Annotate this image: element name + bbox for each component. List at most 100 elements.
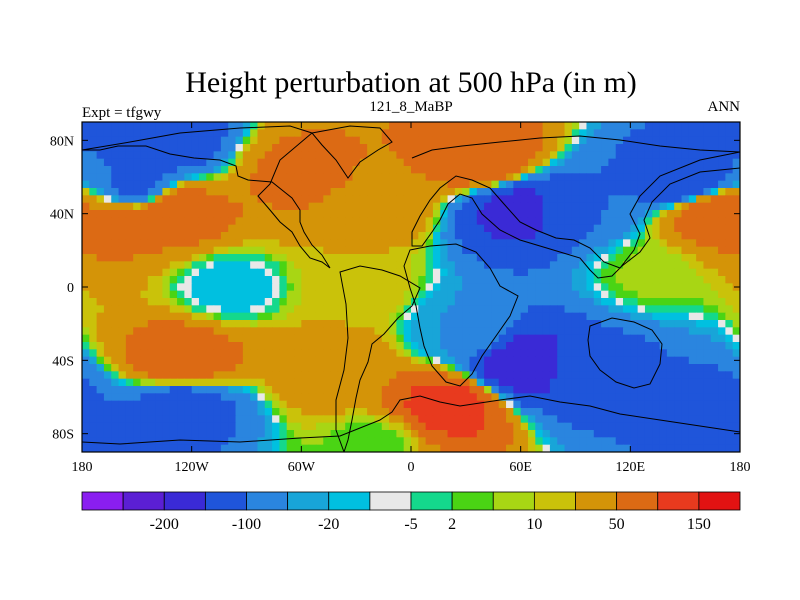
field-cell	[352, 217, 361, 226]
field-cell	[425, 444, 434, 452]
field-cell	[498, 158, 507, 167]
field-cell	[586, 129, 595, 138]
field-cell	[169, 232, 178, 240]
field-cell	[564, 195, 573, 204]
field-cell	[432, 246, 441, 255]
field-cell	[732, 166, 740, 174]
field-cell	[579, 129, 588, 138]
field-cell	[184, 378, 193, 387]
field-cell	[549, 129, 558, 138]
field-cell	[469, 290, 478, 299]
field-cell	[557, 122, 566, 130]
field-cell	[513, 444, 522, 452]
field-cell	[330, 437, 339, 446]
field-cell	[242, 327, 251, 336]
field-cell	[637, 393, 646, 402]
field-cell	[491, 246, 500, 255]
field-cell	[432, 202, 441, 211]
field-cell	[403, 422, 412, 431]
field-cell	[681, 217, 690, 226]
field-cell	[454, 356, 463, 365]
field-cell	[89, 400, 98, 409]
field-cell	[710, 261, 719, 270]
field-cell	[586, 158, 595, 167]
field-cell	[527, 136, 536, 145]
field-cell	[520, 283, 529, 292]
field-cell	[162, 290, 171, 299]
field-cell	[630, 166, 639, 174]
field-cell	[732, 122, 740, 130]
field-cell	[235, 364, 244, 372]
field-cell	[96, 298, 105, 306]
field-cell	[586, 415, 595, 424]
field-cell	[257, 342, 266, 350]
field-cell	[162, 158, 171, 167]
field-cell	[571, 371, 580, 380]
field-cell	[140, 312, 149, 321]
field-cell	[623, 283, 631, 292]
field-cell	[440, 195, 449, 204]
field-cell	[228, 180, 237, 189]
field-cell	[133, 320, 142, 328]
field-cell	[520, 364, 529, 372]
field-cell	[213, 224, 222, 233]
field-cell	[454, 342, 463, 350]
field-cell	[155, 400, 164, 409]
field-cell	[242, 232, 251, 240]
field-cell	[118, 290, 127, 299]
field-cell	[396, 195, 405, 204]
field-cell	[659, 437, 668, 446]
field-cell	[674, 415, 683, 424]
field-cell	[732, 305, 740, 314]
field-cell	[264, 437, 273, 446]
field-cell	[535, 364, 544, 372]
field-cell	[623, 173, 631, 182]
field-cell	[579, 239, 588, 248]
field-cell	[125, 415, 134, 424]
field-cell	[220, 261, 229, 270]
field-cell	[294, 217, 302, 226]
field-cell	[593, 129, 602, 138]
field-cell	[608, 364, 617, 372]
field-cell	[111, 320, 120, 328]
field-cell	[425, 415, 434, 424]
field-cell	[337, 371, 346, 380]
field-cell	[228, 217, 237, 226]
field-cell	[162, 298, 171, 306]
field-cell	[381, 268, 390, 277]
field-cell	[630, 312, 639, 321]
field-cell	[96, 239, 105, 248]
field-cell	[169, 430, 178, 438]
field-cell	[703, 210, 712, 218]
field-cell	[732, 415, 740, 424]
field-cell	[447, 415, 456, 424]
field-cell	[440, 364, 449, 372]
field-cell	[250, 122, 259, 130]
field-cell	[644, 268, 653, 277]
field-cell	[279, 290, 288, 299]
field-cell	[608, 173, 617, 182]
field-cell	[564, 261, 573, 270]
field-cell	[272, 378, 280, 387]
field-cell	[498, 276, 507, 284]
field-cell	[118, 371, 127, 380]
field-cell	[542, 254, 551, 262]
field-cell	[659, 422, 668, 431]
field-cell	[235, 371, 244, 380]
field-cell	[659, 217, 668, 226]
field-cell	[447, 298, 456, 306]
field-cell	[579, 202, 588, 211]
field-cell	[242, 349, 251, 358]
field-cell	[82, 444, 90, 452]
field-cell	[571, 378, 580, 387]
field-cell	[286, 400, 295, 409]
field-cell	[279, 364, 288, 372]
field-cell	[710, 408, 719, 416]
field-cell	[294, 378, 302, 387]
field-cell	[367, 334, 376, 343]
field-cell	[169, 129, 178, 138]
field-cell	[696, 283, 705, 292]
field-cell	[418, 180, 427, 189]
field-cell	[330, 151, 339, 160]
field-cell	[162, 261, 171, 270]
